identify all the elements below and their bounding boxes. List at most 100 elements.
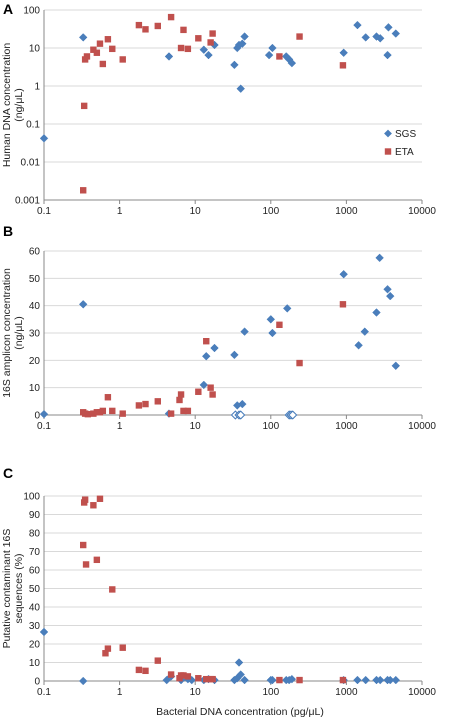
panel-c-x-tick-label: 10000	[408, 687, 436, 698]
panel-b-eta-point	[167, 410, 175, 417]
panel-a-sgs-point	[383, 50, 392, 60]
panel-a-eta-point	[184, 45, 192, 53]
panel-b-sgs-point	[391, 361, 401, 371]
panel-b-sgs-open-point	[236, 410, 246, 420]
panel-a-x-tick-label: 10	[190, 206, 202, 217]
panel-c-eta-point	[82, 561, 90, 568]
panel-a-eta-point	[99, 60, 107, 68]
panel-c-eta-point	[184, 673, 192, 680]
panel-b-eta-point	[203, 338, 210, 345]
panel-b-letter: B	[3, 223, 13, 239]
panel-a-x-tick-label: 10000	[408, 206, 436, 217]
panel-c-sgs-point	[361, 675, 370, 685]
panel-a-y-tick-label: 0.01	[21, 158, 41, 169]
panel-b-eta-point	[177, 391, 185, 398]
panel-b-eta-point	[135, 402, 143, 409]
panel-c-eta-point	[96, 495, 104, 502]
panel-a-eta-point	[96, 40, 104, 47]
panel-c-eta-point	[90, 502, 97, 509]
panel-b-sgs-point	[210, 343, 219, 353]
panel-b-sgs-point	[372, 308, 381, 317]
panel-b-y-tick-label: 0	[34, 411, 40, 422]
panel-c-y-tick-label: 40	[29, 603, 41, 614]
panel-b-sgs-point	[268, 328, 277, 338]
panel-b-eta-point	[154, 398, 161, 405]
legend-eta-label: ETA	[395, 147, 414, 158]
panel-c-sgs-point	[375, 675, 385, 685]
panel-a-sgs-point	[238, 39, 247, 48]
panel-c-eta-point	[81, 496, 89, 503]
panel-a-eta-point	[80, 102, 88, 110]
panel-c-sgs-point	[391, 675, 401, 685]
panel-a-eta-point	[109, 45, 116, 53]
panel-b-sgs-point	[230, 350, 239, 360]
panel-c-eta-point	[209, 675, 216, 683]
panel-a-eta-point	[177, 44, 185, 52]
panel-b-sgs-open-point	[288, 410, 298, 420]
panel-a-eta-point	[167, 13, 175, 21]
panel-c-y-tick-label: 20	[29, 640, 41, 651]
panel-c-letter: C	[3, 465, 13, 481]
panel-a-sgs-point	[236, 84, 245, 93]
panel-c-eta-point	[93, 556, 101, 564]
panel-b-sgs-point	[238, 399, 247, 409]
panel-b-eta-point	[119, 410, 126, 417]
panel-c-eta-point	[180, 672, 187, 679]
panel-a-sgs-point	[353, 20, 362, 30]
panel-b-eta-point	[296, 359, 303, 367]
panel-b-chart: 0 10 20 30 40 50 60 0.1 1 10 100 1000 10000 16S ampli…	[1, 247, 436, 433]
panel-b-sgs-point	[339, 269, 348, 279]
panel-a-sgs-point	[361, 33, 370, 42]
panel-b-y-tick-label: 10	[29, 383, 41, 394]
panel-a-x-tick-label: 0.1	[37, 206, 51, 217]
panel-b-y-tick-label: 60	[29, 247, 41, 258]
panel-c-eta-point	[276, 676, 283, 684]
panel-b-sgs-point	[266, 315, 276, 324]
panel-a-eta-point	[154, 22, 161, 30]
panel-c-y-tick-label: 30	[29, 621, 41, 632]
panel-a-eta-point	[79, 187, 87, 194]
panel-a-x-tick-label: 100	[262, 206, 279, 217]
panel-c-eta-point	[203, 675, 210, 683]
panel-c-chart: 0 10 20 30 40 50 60 70 80 90 100 0.1 1 10 100 1000 10000…	[1, 492, 436, 699]
panel-c-sgs-point	[353, 675, 362, 685]
panel-a-eta-point	[195, 35, 202, 42]
legend: SGS ETA	[384, 129, 416, 158]
panel-a-y-axis-label: Human DNA concentration	[1, 43, 13, 167]
panel-b-sgs-point	[201, 351, 211, 361]
panel-a-eta-point	[276, 53, 283, 60]
panel-b-sgs-point	[240, 327, 249, 336]
panel-b-sgs-point	[282, 304, 292, 313]
panel-c-y-axis-label: Putative contaminant 16S	[1, 529, 13, 649]
panel-a-eta-point	[90, 46, 97, 53]
panel-b-eta-point	[99, 407, 107, 415]
panel-b-eta-point	[109, 407, 116, 415]
panel-c-x-tick-label: 100	[262, 687, 279, 698]
panel-c-eta-point	[104, 645, 112, 652]
panel-a-chart: 0.001 0.01 0.1 1 10 100 0.1 1 10 100 1000 10000 Huma…	[1, 6, 436, 218]
panel-a-eta-point	[296, 33, 303, 40]
panel-c-x-tick-label: 1	[117, 687, 123, 698]
panel-b-eta-point	[176, 396, 183, 404]
panel-b-eta-point	[339, 301, 347, 308]
panel-b-eta-point	[180, 407, 187, 415]
panel-b-eta-point	[276, 321, 283, 328]
panel-a-x-tick-label: 1	[117, 206, 123, 217]
panel-b-x-tick-label: 10000	[408, 421, 436, 432]
panel-a-eta-point	[339, 62, 347, 69]
panel-b-eta-point	[84, 410, 92, 418]
panel-a-sgs-point	[39, 134, 49, 143]
panel-c-x-tick-label: 10	[190, 687, 202, 698]
panel-a-sgs-point	[384, 23, 393, 32]
panel-c-y-tick-label: 100	[23, 492, 40, 503]
panel-a-eta-point	[180, 26, 187, 34]
panel-b-sgs-point	[383, 285, 392, 294]
legend-eta-square-icon	[384, 148, 392, 155]
panel-c-eta-point	[296, 676, 303, 684]
panel-b-x-tick-label: 1	[117, 421, 123, 432]
panel-c-y-tick-label: 60	[29, 566, 41, 577]
panel-a-sgs-point	[287, 58, 297, 68]
panel-a-y-tick-label: 10	[29, 44, 41, 55]
panel-b-x-tick-label: 1000	[335, 421, 358, 432]
panel-a-eta-point	[93, 49, 101, 56]
